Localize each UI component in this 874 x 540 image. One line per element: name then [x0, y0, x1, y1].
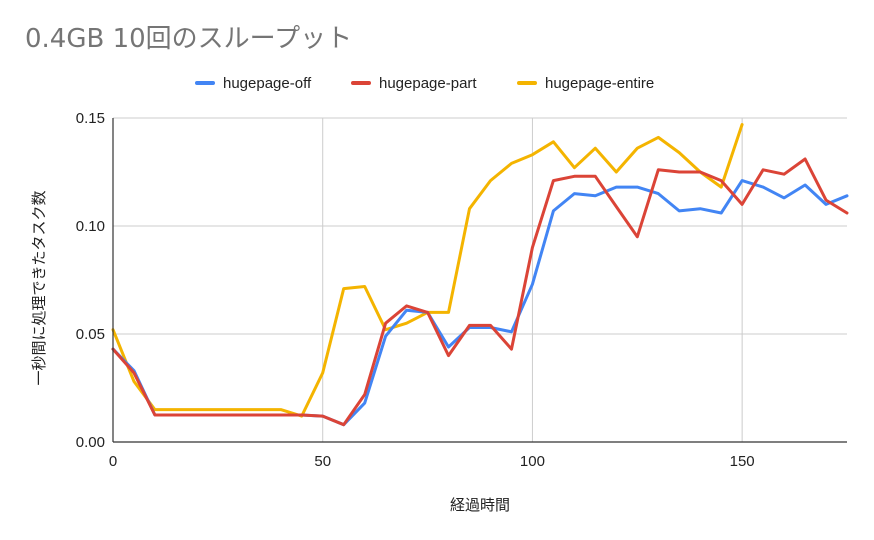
- y-tick-label: 0.15: [76, 110, 105, 127]
- legend-label: hugepage-part: [379, 75, 477, 92]
- y-tick-label: 0.05: [76, 326, 105, 343]
- x-tick-label: 50: [314, 453, 331, 470]
- x-tick-label: 0: [109, 453, 117, 470]
- grid-lines: [113, 117, 847, 442]
- series-line-hugepage-entire: [111, 123, 744, 418]
- y-axis-title: 一秒間に処理できたタスク数: [30, 190, 48, 385]
- series-lines: [111, 123, 849, 427]
- legend-label: hugepage-off: [223, 75, 312, 92]
- x-tick-label: 150: [730, 453, 755, 470]
- x-tick-label: 100: [520, 453, 545, 470]
- series-line-hugepage-part: [111, 157, 849, 427]
- legend-label: hugepage-entire: [545, 75, 654, 92]
- y-tick-label: 0.10: [76, 218, 105, 235]
- series-line-hugepage-off: [111, 179, 849, 427]
- chart-title: 0.4GB 10回のスループット: [25, 24, 353, 54]
- y-tick-label: 0.00: [76, 434, 105, 451]
- legend: hugepage-off hugepage-part hugepage-entire: [195, 75, 654, 92]
- axes: [112, 118, 847, 443]
- tick-labels: 0.00 0.05 0.10 0.15 0 50 100 150: [76, 110, 755, 470]
- x-axis-title: 経過時間: [450, 496, 510, 514]
